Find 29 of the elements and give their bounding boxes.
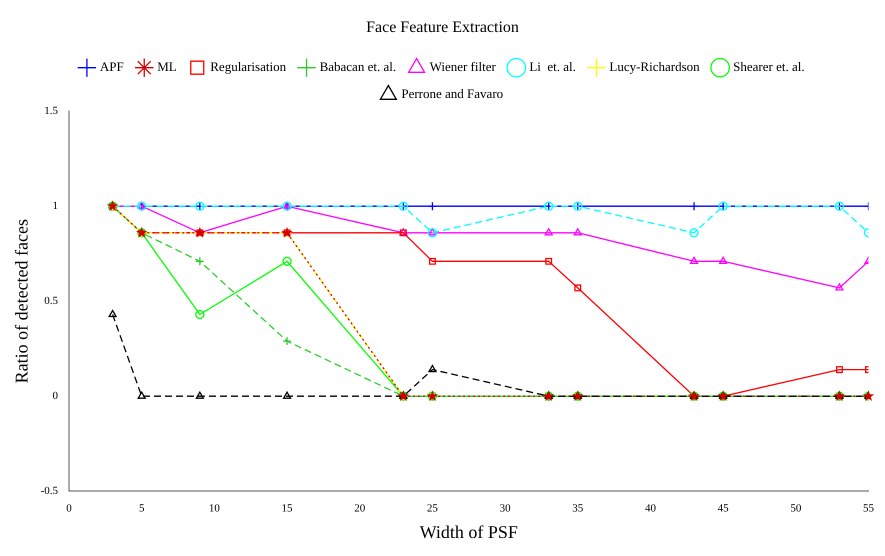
x-tick-label: 10 <box>208 502 220 515</box>
legend-label: Li et. al. <box>529 59 576 74</box>
x-tick-label: 45 <box>718 502 730 515</box>
x-tick-label: 25 <box>426 502 438 515</box>
y-tick-label: 0.5 <box>44 295 59 308</box>
legend-label: Wiener filter <box>430 59 496 74</box>
legend-label: Babacan et. al. <box>320 59 396 74</box>
x-tick-label: 55 <box>863 502 874 515</box>
x-tick-label: 5 <box>138 502 145 515</box>
legend-label: APF <box>100 59 124 74</box>
y-axis-title: Ratio of detected faces <box>12 218 32 384</box>
y-tick-label: 1 <box>52 200 58 212</box>
y-tick-label: 1.5 <box>44 105 59 118</box>
y-tick-label: 0 <box>52 390 59 402</box>
x-tick-label: 30 <box>500 502 512 515</box>
legend-label: Perrone and Favaro <box>401 86 504 102</box>
x-tick-label: 0 <box>66 502 72 515</box>
y-tick-label: -0.5 <box>40 485 59 498</box>
x-tick-label: 15 <box>282 502 294 515</box>
x-tick-label: 50 <box>790 502 802 515</box>
chart-title: Face Feature Extraction <box>366 18 519 36</box>
x-axis-title: Width of PSF <box>420 522 518 542</box>
x-tick-label: 40 <box>644 502 656 515</box>
legend-label: Regularisation <box>210 59 287 74</box>
legend-label: Shearer et. al. <box>733 59 805 74</box>
x-tick-label: 35 <box>572 502 584 515</box>
legend-label: Lucy-Richardson <box>609 59 700 74</box>
legend-label: ML <box>157 59 177 74</box>
x-tick-label: 20 <box>354 502 366 515</box>
